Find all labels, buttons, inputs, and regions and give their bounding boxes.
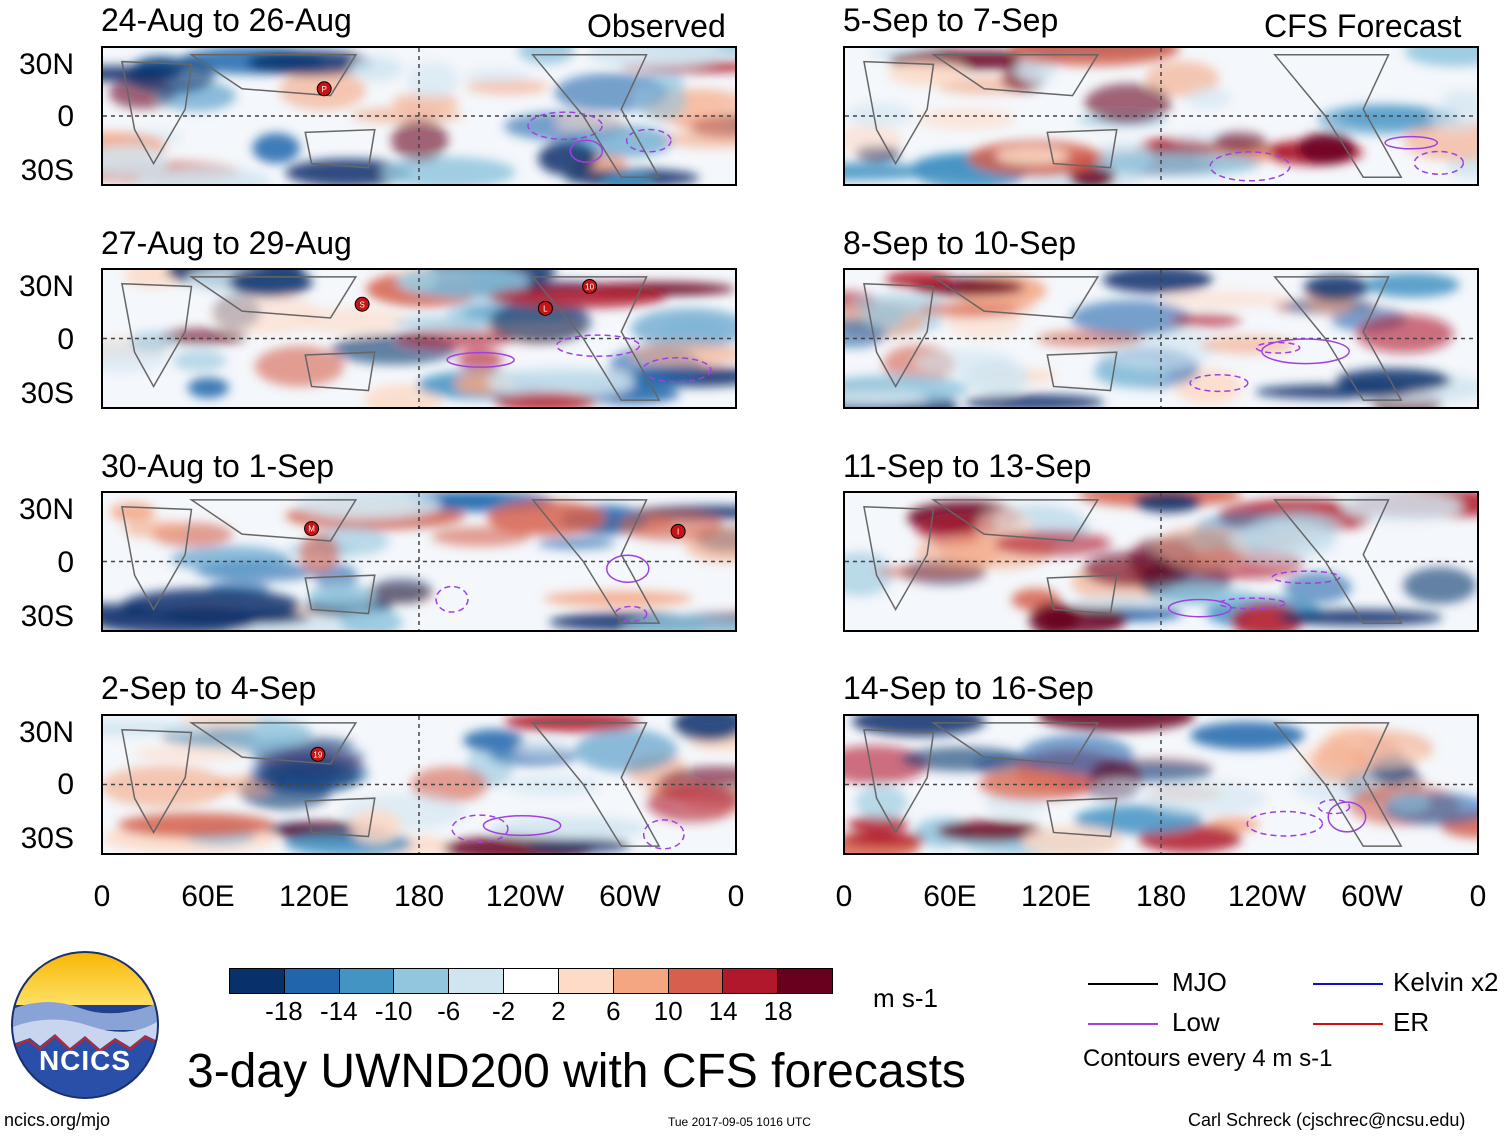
colorbar-tick-label: 6 <box>606 996 621 1026</box>
svg-text:L: L <box>543 304 548 313</box>
lon-label-left-60e: 60E <box>181 880 235 913</box>
lon-label-left-180: 180 <box>393 880 445 913</box>
lon-label-right-180: 180 <box>1135 880 1187 913</box>
footer-timestamp: Tue 2017-09-05 1016 UTC <box>668 1115 811 1129</box>
colorbar-tick-label: -6 <box>437 996 461 1026</box>
legend-kelvin-label: Kelvin x2 <box>1393 967 1499 997</box>
lon-label-right-120e: 120E <box>1020 880 1092 913</box>
colorbar-tick-label: -14 <box>320 996 358 1026</box>
colorbar-swatch <box>504 969 559 993</box>
panel-title-left-3: 30-Aug to 1-Sep <box>101 448 335 484</box>
lon-label-right-0: 0 <box>835 880 853 913</box>
colorbar-swatch <box>284 969 340 993</box>
colorbar-tick-label: -18 <box>265 996 303 1026</box>
panel-title-left-4: 2-Sep to 4-Sep <box>101 670 317 706</box>
svg-text:10: 10 <box>585 282 594 291</box>
colorbar <box>229 968 833 994</box>
legend-mjo-line <box>1088 983 1158 985</box>
colorbar-unit: m s-1 <box>873 983 938 1013</box>
svg-text:S: S <box>359 300 364 309</box>
lat-label-0-2: 0 <box>57 323 74 356</box>
map-panel-left-4: 19 <box>101 714 737 855</box>
cyclone-marker: I <box>670 523 686 539</box>
map-panel-right-4 <box>843 714 1479 855</box>
colorbar-swatch <box>449 969 505 993</box>
lat-label-0-4: 0 <box>57 768 74 801</box>
cyclone-marker: P <box>316 81 332 97</box>
lon-label-left-0: 0 <box>93 880 111 913</box>
colorbar-swatch <box>230 969 285 993</box>
cyclone-marker: 19 <box>310 746 326 762</box>
observed-tag: Observed <box>587 8 726 44</box>
colorbar-swatch <box>558 969 614 993</box>
lon-label-left-120e: 120E <box>278 880 350 913</box>
panel-title-left-1: 24-Aug to 26-Aug <box>101 2 352 38</box>
ncics-logo <box>10 950 160 1100</box>
map-panel-right-3 <box>843 491 1479 632</box>
legend-low-line <box>1088 1023 1158 1025</box>
main-title: 3-day UWND200 with CFS forecasts <box>187 1045 966 1098</box>
legend-er-label: ER <box>1393 1007 1430 1037</box>
colorbar-swatch <box>394 969 450 993</box>
map-panel-right-1 <box>843 46 1479 186</box>
panel-title-right-1: 5-Sep to 7-Sep <box>843 2 1059 38</box>
colorbar-swatch <box>723 969 779 993</box>
colorbar-swatch <box>778 969 832 993</box>
colorbar-tick-label: -10 <box>374 996 413 1026</box>
lat-label-30n-3: 30N <box>18 493 74 526</box>
svg-text:19: 19 <box>313 750 322 759</box>
svg-text:M: M <box>308 525 315 534</box>
logo-text: NCICS <box>38 1045 132 1076</box>
footer-credit: Carl Schreck (cjschrec@ncsu.edu) <box>1188 1110 1466 1130</box>
lon-label-left-120w: 120W <box>485 880 565 913</box>
colorbar-tick-label: 18 <box>763 996 793 1026</box>
map-panel-right-2 <box>843 268 1479 409</box>
legend-kelvin-line <box>1313 983 1383 985</box>
lat-label-30n-2: 30N <box>18 270 74 303</box>
lat-label-0-3: 0 <box>57 546 74 579</box>
legend-er-line <box>1313 1023 1383 1025</box>
map-panel-left-2: S 10 L <box>101 268 737 409</box>
lon-label-right-0-end: 0 <box>1469 880 1487 913</box>
svg-text:P: P <box>322 85 327 94</box>
colorbar-tick-label: 2 <box>551 996 566 1026</box>
footer-url[interactable]: ncics.org/mjo <box>4 1110 111 1130</box>
colorbar-tick-label: 14 <box>708 996 738 1026</box>
cyclone-marker: 10 <box>582 278 598 294</box>
legend-contours-note: Contours every 4 m s-1 <box>1083 1045 1333 1072</box>
colorbar-tick-label: 10 <box>653 996 683 1026</box>
cyclone-marker: M <box>304 521 320 537</box>
colorbar-swatch <box>613 969 669 993</box>
cfs-forecast-tag: CFS Forecast <box>1264 8 1462 44</box>
lon-label-right-60w: 60W <box>1341 880 1403 913</box>
lat-label-0-1: 0 <box>57 100 74 133</box>
panel-title-right-3: 11-Sep to 13-Sep <box>843 448 1092 484</box>
lat-label-30s-3: 30S <box>20 600 74 633</box>
colorbar-swatch <box>668 969 724 993</box>
panel-title-right-4: 14-Sep to 16-Sep <box>843 670 1094 706</box>
lat-label-30s-1: 30S <box>20 154 74 187</box>
lon-label-left-0-end: 0 <box>727 880 745 913</box>
lat-label-30s-2: 30S <box>20 377 74 410</box>
lat-label-30s-4: 30S <box>20 822 74 855</box>
map-panel-left-1: P <box>101 46 737 186</box>
lat-label-30n-1: 30N <box>18 48 74 81</box>
lat-label-30n-4: 30N <box>18 716 74 749</box>
panel-title-right-2: 8-Sep to 10-Sep <box>843 225 1077 261</box>
svg-text:I: I <box>677 527 679 536</box>
legend-mjo-label: MJO <box>1172 967 1227 997</box>
lon-label-left-60w: 60W <box>599 880 661 913</box>
cyclone-marker: L <box>537 300 553 316</box>
cyclone-marker: S <box>354 296 370 312</box>
colorbar-swatch <box>339 969 395 993</box>
legend-low-label: Low <box>1172 1007 1220 1037</box>
panel-title-left-2: 27-Aug to 29-Aug <box>101 225 352 261</box>
lon-label-right-120w: 120W <box>1227 880 1307 913</box>
colorbar-tick-label: -2 <box>491 996 516 1026</box>
lon-label-right-60e: 60E <box>923 880 977 913</box>
